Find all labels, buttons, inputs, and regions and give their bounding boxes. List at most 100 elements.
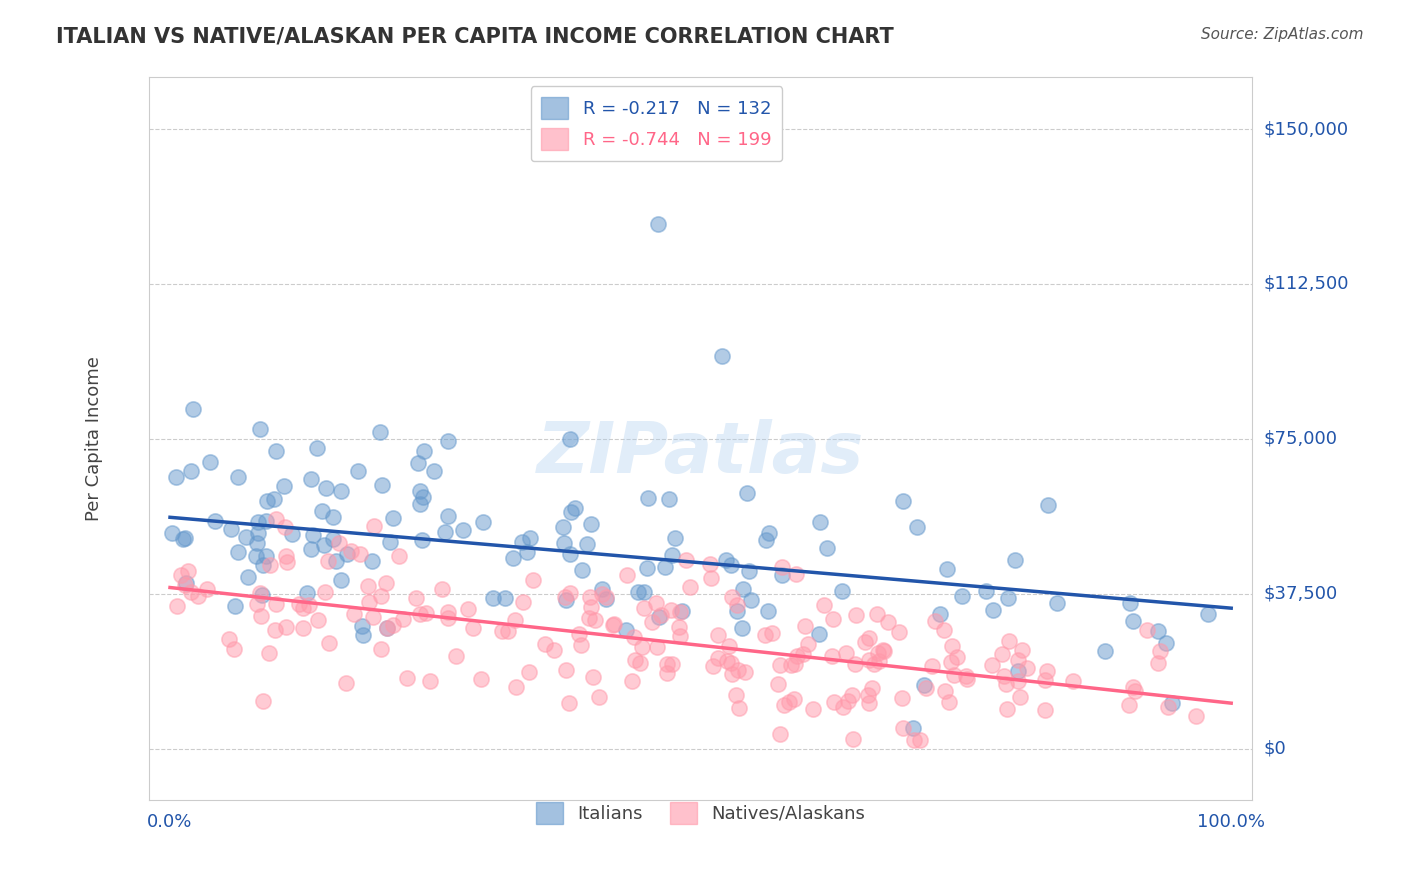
Point xyxy=(1033,703,1056,717)
Point xyxy=(974,583,997,598)
Point xyxy=(981,603,1004,617)
Point xyxy=(560,505,582,519)
Point xyxy=(512,535,534,549)
Point xyxy=(858,653,880,667)
Point xyxy=(505,680,527,694)
Point xyxy=(664,532,686,546)
Point xyxy=(187,590,209,604)
Point xyxy=(356,579,378,593)
Text: Source: ZipAtlas.com: Source: ZipAtlas.com xyxy=(1201,27,1364,42)
Point xyxy=(543,642,565,657)
Point xyxy=(579,599,602,614)
Point xyxy=(1149,644,1171,658)
Point xyxy=(679,580,702,594)
Point xyxy=(375,621,398,635)
Point xyxy=(761,626,783,640)
Point xyxy=(1161,696,1184,710)
Point xyxy=(444,648,467,663)
Point xyxy=(942,668,965,682)
Text: 100.0%: 100.0% xyxy=(1197,813,1265,830)
Point xyxy=(361,610,384,624)
Point xyxy=(699,571,721,585)
Point xyxy=(668,619,690,633)
Point xyxy=(555,592,578,607)
Point xyxy=(336,547,359,561)
Point xyxy=(720,558,742,572)
Point xyxy=(330,573,353,587)
Point xyxy=(174,578,197,592)
Point xyxy=(1011,642,1033,657)
Point xyxy=(382,510,405,524)
Point xyxy=(169,568,191,582)
Point xyxy=(734,665,756,680)
Point xyxy=(808,516,831,530)
Point xyxy=(661,549,683,563)
Point xyxy=(1122,615,1144,629)
Point xyxy=(312,538,335,552)
Point xyxy=(842,732,865,747)
Point xyxy=(671,604,693,618)
Point xyxy=(602,617,624,632)
Point xyxy=(512,595,534,609)
Point xyxy=(292,621,315,635)
Point xyxy=(946,649,969,664)
Point xyxy=(823,695,845,709)
Point xyxy=(595,591,617,606)
Point xyxy=(419,673,441,688)
Point xyxy=(1007,664,1029,678)
Point xyxy=(461,621,484,635)
Point xyxy=(388,549,411,564)
Point xyxy=(343,607,366,622)
Point xyxy=(903,733,925,747)
Point xyxy=(1015,661,1038,675)
Point xyxy=(516,545,538,559)
Point xyxy=(370,641,392,656)
Point xyxy=(430,582,453,596)
Point xyxy=(1033,673,1056,687)
Point xyxy=(176,564,198,578)
Point xyxy=(1094,644,1116,658)
Point xyxy=(349,547,371,561)
Point xyxy=(650,607,672,622)
Point xyxy=(257,646,280,660)
Point xyxy=(773,698,796,712)
Point xyxy=(254,514,277,528)
Point xyxy=(912,678,935,692)
Point xyxy=(995,677,1018,691)
Point xyxy=(792,647,814,661)
Point xyxy=(891,721,914,735)
Point xyxy=(534,637,557,651)
Point xyxy=(636,561,658,575)
Point xyxy=(198,455,221,469)
Point xyxy=(699,557,721,571)
Point xyxy=(956,673,979,687)
Text: $37,500: $37,500 xyxy=(1264,585,1337,603)
Point xyxy=(264,512,287,526)
Point xyxy=(316,554,339,568)
Point xyxy=(868,654,890,668)
Point xyxy=(769,657,792,672)
Point xyxy=(936,561,959,575)
Point xyxy=(731,582,754,597)
Point xyxy=(292,601,315,615)
Point xyxy=(1046,596,1069,610)
Point xyxy=(1036,664,1059,678)
Point xyxy=(496,624,519,639)
Point xyxy=(246,526,269,541)
Point xyxy=(659,603,682,617)
Point xyxy=(1004,553,1026,567)
Point xyxy=(801,702,824,716)
Point xyxy=(655,657,678,671)
Point xyxy=(623,630,645,644)
Point xyxy=(363,519,385,533)
Point xyxy=(409,498,432,512)
Point xyxy=(853,634,876,648)
Point xyxy=(180,584,202,599)
Point xyxy=(995,702,1018,716)
Point xyxy=(482,591,505,606)
Point xyxy=(755,533,778,548)
Point xyxy=(1157,700,1180,714)
Point xyxy=(302,528,325,542)
Point xyxy=(815,541,838,555)
Point xyxy=(288,597,311,611)
